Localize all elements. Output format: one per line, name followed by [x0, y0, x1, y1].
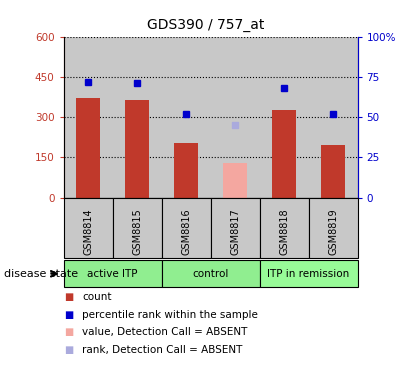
Text: disease state: disease state	[4, 269, 78, 279]
Text: GSM8816: GSM8816	[181, 208, 191, 255]
Text: GSM8819: GSM8819	[328, 208, 338, 255]
Bar	[64, 198, 113, 258]
Text: GSM8817: GSM8817	[230, 208, 240, 255]
Text: rank, Detection Call = ABSENT: rank, Detection Call = ABSENT	[82, 345, 242, 355]
Text: value, Detection Call = ABSENT: value, Detection Call = ABSENT	[82, 327, 247, 337]
Bar	[125, 100, 150, 198]
Text: control: control	[192, 269, 229, 279]
Text: ITP in remission: ITP in remission	[268, 269, 350, 279]
Text: count: count	[82, 292, 112, 302]
Bar	[76, 98, 100, 198]
Bar	[113, 198, 162, 258]
Text: ■: ■	[64, 345, 73, 355]
Text: active ITP: active ITP	[88, 269, 138, 279]
Bar	[211, 198, 260, 258]
Bar	[64, 260, 162, 287]
Bar	[272, 111, 296, 198]
Bar	[223, 163, 247, 198]
Text: GDS390 / 757_at: GDS390 / 757_at	[147, 18, 264, 32]
Text: GSM8818: GSM8818	[279, 208, 289, 255]
Bar	[321, 145, 345, 198]
Text: percentile rank within the sample: percentile rank within the sample	[82, 310, 258, 320]
Bar	[174, 143, 199, 198]
Text: ■: ■	[64, 327, 73, 337]
Bar	[260, 260, 358, 287]
Text: ■: ■	[64, 310, 73, 320]
Bar	[162, 198, 211, 258]
Bar	[260, 198, 309, 258]
Text: GSM8814: GSM8814	[83, 208, 93, 255]
Text: ■: ■	[64, 292, 73, 302]
Bar	[162, 260, 260, 287]
Text: GSM8815: GSM8815	[132, 208, 142, 255]
Bar	[309, 198, 358, 258]
